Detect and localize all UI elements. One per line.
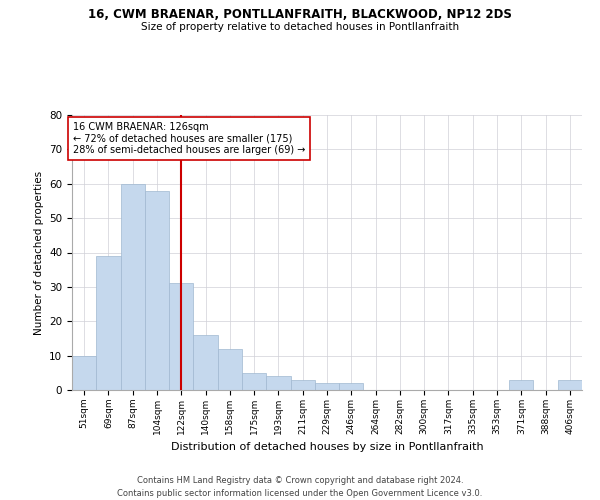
Bar: [72, 356, 96, 390]
Text: Distribution of detached houses by size in Pontllanfraith: Distribution of detached houses by size …: [170, 442, 484, 452]
Bar: [266, 376, 290, 390]
Bar: [145, 190, 169, 390]
Bar: [218, 349, 242, 390]
Bar: [193, 335, 218, 390]
Text: Contains HM Land Registry data © Crown copyright and database right 2024.
Contai: Contains HM Land Registry data © Crown c…: [118, 476, 482, 498]
Text: 16, CWM BRAENAR, PONTLLANFRAITH, BLACKWOOD, NP12 2DS: 16, CWM BRAENAR, PONTLLANFRAITH, BLACKWO…: [88, 8, 512, 20]
Y-axis label: Number of detached properties: Number of detached properties: [34, 170, 44, 334]
Text: 16 CWM BRAENAR: 126sqm
← 72% of detached houses are smaller (175)
28% of semi-de: 16 CWM BRAENAR: 126sqm ← 72% of detached…: [73, 122, 305, 155]
Bar: [121, 184, 145, 390]
Bar: [339, 383, 364, 390]
Bar: [169, 284, 193, 390]
Bar: [509, 380, 533, 390]
Bar: [96, 256, 121, 390]
Text: Size of property relative to detached houses in Pontllanfraith: Size of property relative to detached ho…: [141, 22, 459, 32]
Bar: [290, 380, 315, 390]
Bar: [242, 373, 266, 390]
Bar: [558, 380, 582, 390]
Bar: [315, 383, 339, 390]
